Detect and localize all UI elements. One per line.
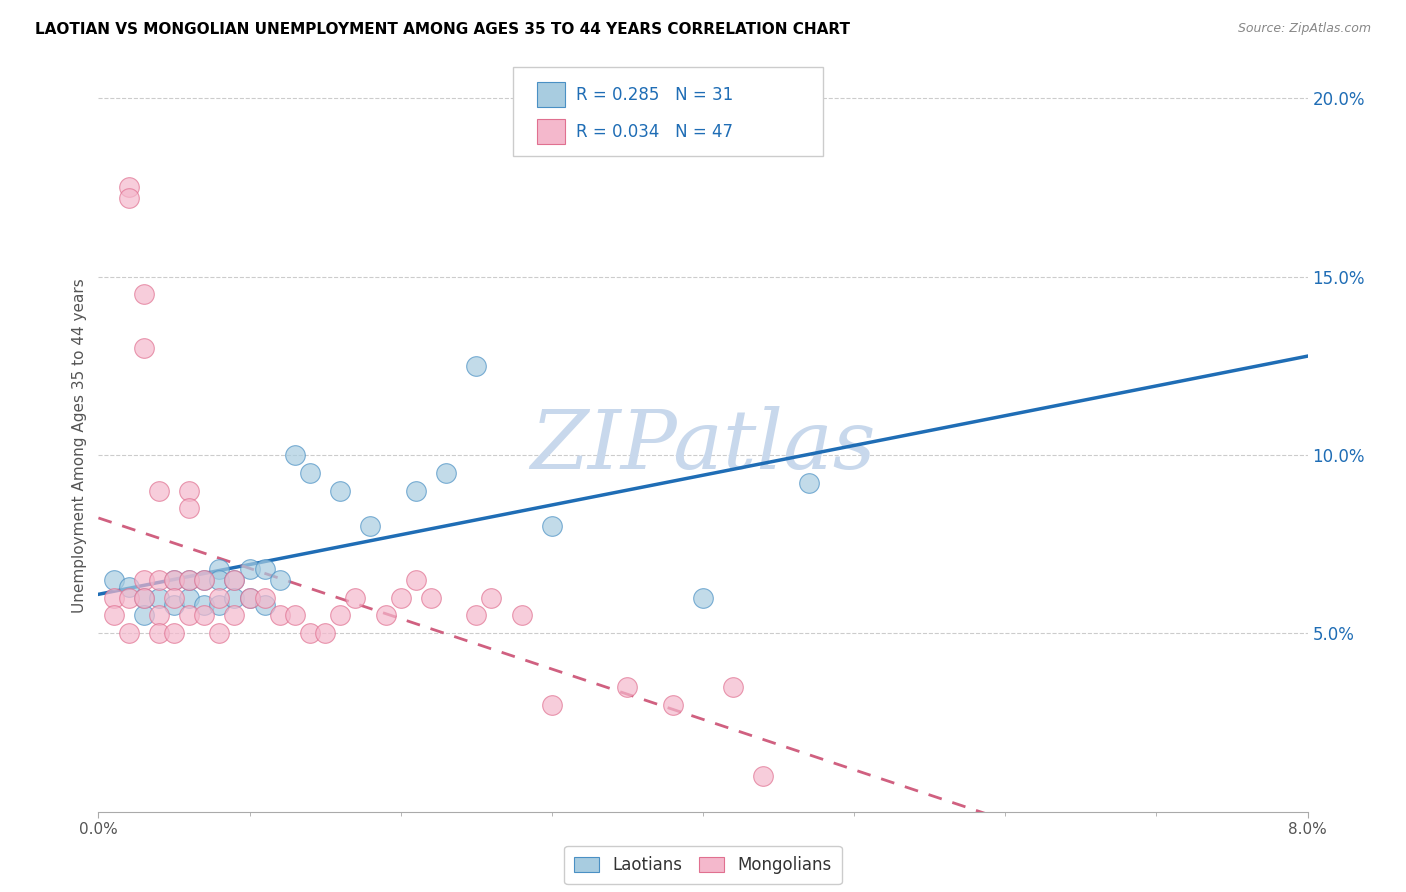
Point (179, 608, 201, 623)
Point (208, 591, 231, 605)
Point (465, 359, 488, 373)
Point (797, 476, 820, 491)
Point (239, 562, 262, 576)
Point (314, 626, 336, 640)
Point (132, 591, 155, 605)
Point (389, 591, 412, 605)
Point (132, 608, 155, 623)
Point (208, 562, 231, 576)
Point (163, 598, 186, 612)
Point (163, 626, 186, 640)
Y-axis label: Unemployment Among Ages 35 to 44 years: Unemployment Among Ages 35 to 44 years (72, 278, 87, 614)
Point (132, 591, 155, 605)
Point (132, 341, 155, 355)
Point (103, 608, 125, 623)
Point (253, 591, 276, 605)
Point (541, 519, 564, 533)
Point (103, 573, 125, 587)
Point (193, 573, 215, 587)
Point (208, 573, 231, 587)
Point (118, 591, 141, 605)
Point (374, 608, 396, 623)
Point (510, 608, 533, 623)
Point (284, 448, 307, 462)
Point (253, 562, 276, 576)
Point (193, 598, 215, 612)
Point (118, 626, 141, 640)
Point (253, 598, 276, 612)
Point (269, 608, 291, 623)
Point (148, 626, 170, 640)
Point (224, 573, 246, 587)
Point (148, 591, 170, 605)
Legend: Laotians, Mongolians: Laotians, Mongolians (564, 846, 842, 884)
Point (179, 483, 201, 498)
Point (179, 591, 201, 605)
Point (299, 466, 322, 480)
Point (541, 698, 564, 712)
Text: LAOTIAN VS MONGOLIAN UNEMPLOYMENT AMONG AGES 35 TO 44 YEARS CORRELATION CHART: LAOTIAN VS MONGOLIAN UNEMPLOYMENT AMONG … (35, 22, 851, 37)
Point (284, 608, 307, 623)
Point (360, 519, 382, 533)
Point (465, 608, 488, 623)
Point (193, 573, 215, 587)
Text: Source: ZipAtlas.com: Source: ZipAtlas.com (1237, 22, 1371, 36)
Point (224, 573, 246, 587)
Point (481, 591, 503, 605)
Point (224, 608, 246, 623)
Point (420, 591, 443, 605)
Point (103, 591, 125, 605)
Point (132, 573, 155, 587)
Point (208, 626, 231, 640)
Point (692, 591, 714, 605)
Point (118, 580, 141, 594)
Point (163, 591, 186, 605)
Point (405, 483, 427, 498)
Point (148, 483, 170, 498)
Text: R = 0.034   N = 47: R = 0.034 N = 47 (576, 123, 734, 141)
Point (299, 626, 322, 640)
Point (163, 573, 186, 587)
Point (118, 180, 141, 194)
Point (148, 573, 170, 587)
Point (179, 573, 201, 587)
Point (723, 680, 745, 694)
Point (329, 608, 352, 623)
Point (208, 598, 231, 612)
Text: ZIPatlas: ZIPatlas (530, 406, 876, 486)
Point (224, 591, 246, 605)
Point (239, 591, 262, 605)
Point (179, 501, 201, 516)
Point (118, 191, 141, 205)
Point (148, 608, 170, 623)
Point (132, 287, 155, 301)
Text: R = 0.285   N = 31: R = 0.285 N = 31 (576, 87, 734, 104)
Point (662, 698, 685, 712)
Point (179, 573, 201, 587)
Point (405, 573, 427, 587)
Point (239, 591, 262, 605)
Point (752, 769, 775, 783)
Point (434, 466, 457, 480)
Point (193, 608, 215, 623)
Point (344, 591, 367, 605)
Point (163, 573, 186, 587)
Point (269, 573, 291, 587)
Point (616, 680, 638, 694)
Point (329, 483, 352, 498)
